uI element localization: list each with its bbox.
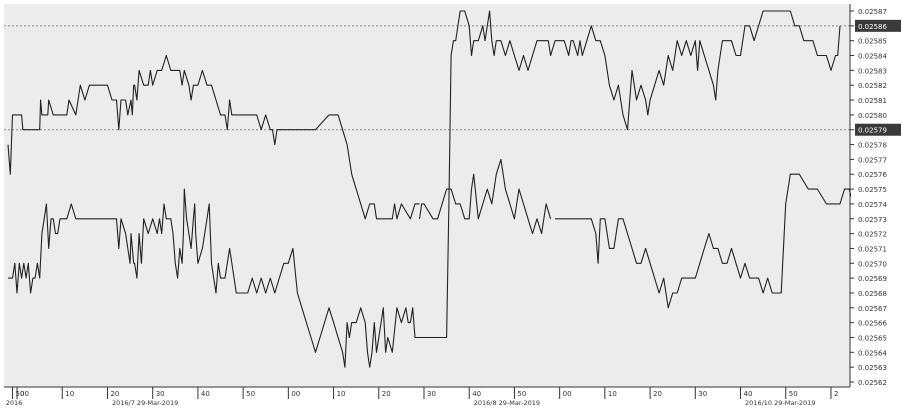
y-tick-label: 0.02577 [858, 156, 887, 164]
x-tick-label: 40 [744, 390, 753, 398]
y-tick-label: 0.02574 [858, 201, 887, 209]
reference-label-box [855, 19, 901, 32]
y-tick-label: 0.02570 [858, 260, 887, 268]
y-axis-background [851, 0, 903, 408]
y-tick-label: 0.02585 [858, 38, 887, 46]
x-tick-label: 10 [65, 390, 74, 398]
series-group [7, 10, 877, 368]
x-date-label: 2016/10 29-Mar-2019 [745, 399, 815, 407]
y-axis: 0.02562 0.02563 0.02564 0.02565 0.02566 0.025… [849, 0, 903, 408]
reference-lines [4, 25, 850, 131]
x-tick-label: 30 [156, 390, 165, 398]
y-tick-label: 0.02583 [858, 67, 887, 75]
series-line-4 [555, 129, 877, 309]
x-tick-label: 50 [246, 390, 255, 398]
reference-label: 0.02586 [858, 23, 887, 31]
y-tick-label: 0.02563 [858, 364, 887, 372]
x-tick-label: 20 [110, 390, 119, 398]
y-tick-label: 0.02566 [858, 320, 887, 328]
y-tick-label: 0.02581 [858, 97, 887, 105]
series-line-2 [8, 10, 841, 368]
y-tick-label: 0.02584 [858, 53, 887, 61]
x-axis-background [0, 387, 850, 408]
x-date-label: 2016/7 29-Mar-2019 [112, 399, 178, 407]
series-line-3 [418, 158, 552, 235]
y-tick-label: 0.02567 [858, 305, 887, 313]
x-tick-label: 50 [16, 390, 25, 398]
x-tick-label: 50 [517, 390, 526, 398]
y-tick-label: 0.02568 [858, 290, 887, 298]
x-tick-label: 30 [427, 390, 436, 398]
y-tick-label: 0.02582 [858, 82, 887, 90]
x-tick-label: 20 [653, 390, 662, 398]
y-tick-label: 0.02578 [858, 142, 887, 150]
x-date-label: 2016 [6, 399, 23, 407]
y-tick-label: 0.02565 [858, 334, 887, 342]
y-tick-label: 0.02571 [858, 245, 887, 253]
x-tick-label: 00 [20, 390, 29, 398]
y-tick-label: 0.02573 [858, 216, 887, 224]
plot-area [4, 4, 850, 387]
y-tick-label: 0.02569 [858, 275, 887, 283]
x-tick-label: 10 [608, 390, 617, 398]
y-tick-label: 0.02576 [858, 171, 887, 179]
x-tick-label: 10 [337, 390, 346, 398]
reference-label: 0.02579 [858, 127, 887, 135]
x-tick-label: 20 [382, 390, 391, 398]
y-tick-label: 0.02587 [858, 8, 887, 16]
y-tick-label: 0.02562 [858, 379, 887, 387]
x-tick-label: 40 [201, 390, 210, 398]
x-tick-label: 50 [789, 390, 798, 398]
y-tick-label: 0.02575 [858, 186, 887, 194]
y-tick-label: 0.02580 [858, 112, 887, 120]
x-tick-label: 00 [291, 390, 300, 398]
reference-label-box [855, 123, 901, 136]
x-tick-label: 30 [698, 390, 707, 398]
series-line-1 [7, 54, 420, 220]
x-tick-label: 40 [472, 390, 481, 398]
x-tick-label: 2 [834, 390, 838, 398]
x-tick-label: 00 [563, 390, 572, 398]
x-date-label: 2016/8 29-Mar-2019 [474, 399, 540, 407]
y-tick-label: 0.02572 [858, 231, 887, 239]
y-tick-label: 0.02564 [858, 349, 887, 357]
